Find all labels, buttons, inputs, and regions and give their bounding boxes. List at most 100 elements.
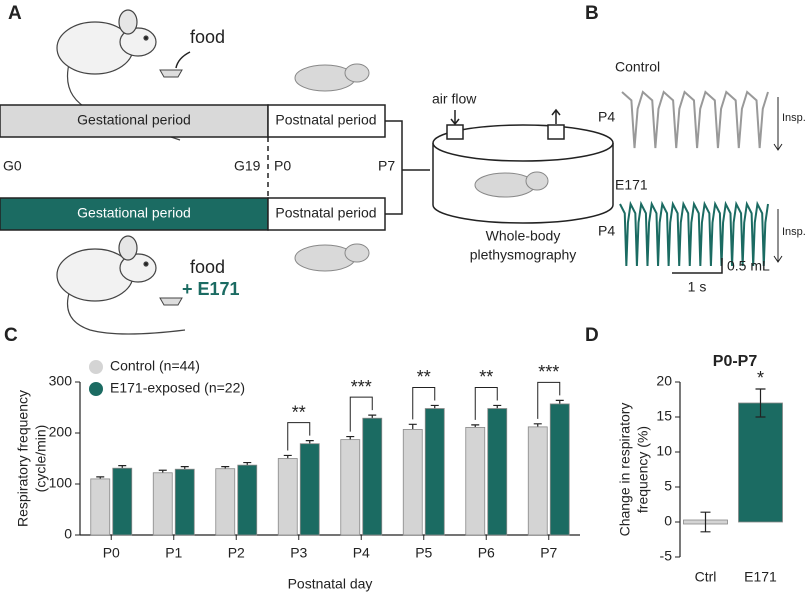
food-bowl <box>159 69 183 78</box>
panel-label: A <box>8 3 22 24</box>
trace-title: E171 <box>615 177 648 193</box>
error-bar <box>243 461 252 466</box>
significance: *** <box>351 377 372 397</box>
bar <box>362 417 383 536</box>
y-tick-label: 0 <box>64 526 72 542</box>
bar <box>215 468 236 536</box>
arrow <box>175 51 191 69</box>
period-bar <box>267 104 386 138</box>
panel-label: D <box>585 325 599 346</box>
label: food <box>190 257 225 277</box>
legend-label: E171-exposed (n=22) <box>110 380 245 396</box>
significance: *** <box>538 362 559 382</box>
panel-label: C <box>4 325 18 346</box>
x-tick-label: Ctrl <box>695 569 717 585</box>
significance-bracket <box>412 386 436 420</box>
x-tick-label: P4 <box>353 545 370 561</box>
y-tick-label: 10 <box>656 443 672 459</box>
pup-illustration <box>474 171 549 198</box>
trace-title: Control <box>615 59 660 75</box>
significance-bracket <box>537 381 561 419</box>
significance: ** <box>479 367 493 387</box>
bar <box>738 402 783 523</box>
error-bar <box>430 404 439 409</box>
x-tick-label: P0 <box>103 545 120 561</box>
error-bar <box>555 399 564 404</box>
legend-marker <box>89 382 103 396</box>
period-bar <box>0 104 269 138</box>
y-axis-label: (cycle/min) <box>33 425 49 493</box>
y-tick-label: -5 <box>660 548 673 564</box>
significance-bracket <box>474 386 498 420</box>
x-tick-label: P5 <box>415 545 432 561</box>
significance: * <box>757 368 764 388</box>
legend-label: Control (n=44) <box>110 358 200 374</box>
bar <box>340 439 361 536</box>
error-bar <box>368 414 377 419</box>
error-bar <box>180 466 189 470</box>
chamber <box>432 108 614 224</box>
y-tick-label: 20 <box>656 373 672 389</box>
timepoint: G19 <box>234 158 261 174</box>
insp-label: Insp. <box>782 112 806 124</box>
significance: ** <box>292 402 306 422</box>
x-tick-label: P1 <box>165 545 182 561</box>
y-tick-label: 15 <box>656 408 672 424</box>
error-bar <box>408 423 417 430</box>
error-bar <box>493 404 502 409</box>
bar <box>487 408 508 536</box>
arrow <box>773 97 783 151</box>
timepoint: G0 <box>3 158 22 174</box>
x-tick-label: P2 <box>228 545 245 561</box>
label: plethysmography <box>470 247 577 263</box>
panel-label: B <box>585 3 599 24</box>
food-bowl <box>159 297 183 306</box>
significance-bracket <box>349 396 373 432</box>
significance: ** <box>417 367 431 387</box>
timepoint: P7 <box>378 158 395 174</box>
label: air flow <box>432 91 477 107</box>
period-bar <box>0 197 269 231</box>
label: Whole-body <box>486 228 561 244</box>
connector <box>385 120 430 215</box>
error-bar <box>283 454 292 459</box>
error-bar <box>158 469 167 473</box>
trace <box>619 200 769 267</box>
period-label: Postnatal period <box>275 205 376 221</box>
bar <box>90 478 111 536</box>
error-bar <box>755 388 766 418</box>
bar <box>174 468 195 536</box>
insp-label: Insp. <box>782 226 806 238</box>
x-tick-label: E171 <box>744 569 777 585</box>
y-tick-label: 5 <box>664 478 672 494</box>
error-bar <box>118 465 127 469</box>
x-tick-label: P3 <box>290 545 307 561</box>
scale-label: 1 s <box>688 279 707 295</box>
pup-illustration <box>294 63 370 92</box>
trace-day: P4 <box>598 223 615 239</box>
error-bar <box>700 511 711 533</box>
trace-day: P4 <box>598 109 615 125</box>
error-bar <box>533 423 542 427</box>
bar <box>299 443 320 536</box>
y-axis-label: frequency (%) <box>635 426 651 513</box>
pup-illustration <box>294 243 370 272</box>
scale-label: 0.5 mL <box>727 258 770 274</box>
chart-title: P0-P7 <box>713 353 758 370</box>
significance-bracket <box>287 422 311 451</box>
x-tick-label: P7 <box>540 545 557 561</box>
mouse-illustration <box>56 235 186 335</box>
bar <box>277 458 298 536</box>
x-tick-label: P6 <box>478 545 495 561</box>
y-tick-label: 300 <box>49 373 73 389</box>
bar <box>237 464 258 536</box>
x-axis-label: Postnatal day <box>288 576 373 592</box>
period-label: Gestational period <box>77 205 191 221</box>
label: food <box>190 27 225 47</box>
bar <box>549 403 570 536</box>
label: + E171 <box>182 279 240 299</box>
bar <box>402 429 423 536</box>
error-bar <box>305 440 314 444</box>
legend-marker <box>89 360 103 374</box>
